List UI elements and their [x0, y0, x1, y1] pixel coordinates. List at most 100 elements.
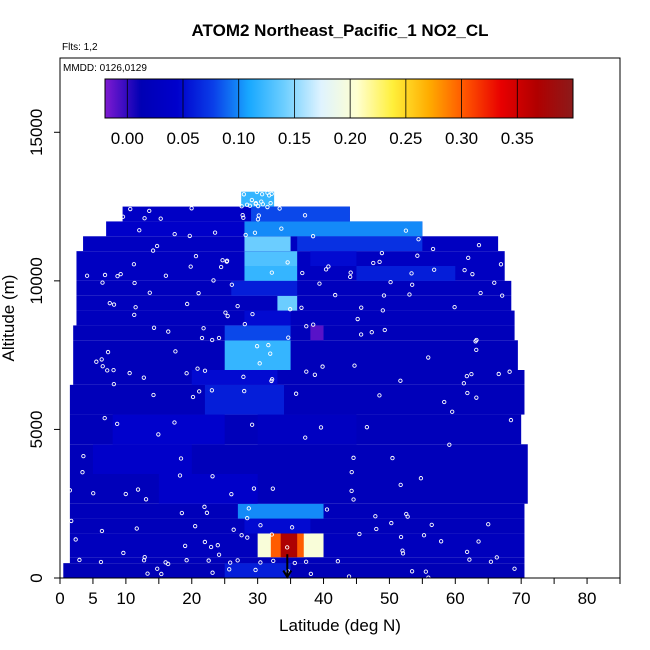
x-tick-label: 10 — [116, 589, 135, 608]
sample-point — [211, 278, 216, 283]
sample-point — [123, 491, 128, 497]
colorbar-tick-label: 0.30 — [445, 129, 478, 148]
sample-point — [398, 378, 403, 383]
sample-point — [478, 290, 483, 296]
sample-point — [229, 492, 234, 497]
sample-point — [464, 549, 470, 555]
sample-point — [177, 473, 183, 478]
sample-point — [265, 204, 270, 210]
sample-point — [492, 280, 497, 285]
sample-point — [195, 366, 200, 371]
sample-point — [250, 312, 255, 317]
sample-point — [324, 507, 330, 512]
sample-point — [461, 381, 467, 386]
sample-point — [141, 375, 146, 380]
x-tick-label: 60 — [446, 589, 465, 608]
sample-point — [500, 293, 505, 298]
sample-point — [154, 243, 160, 249]
sample-point — [259, 192, 265, 197]
sample-point — [254, 189, 260, 195]
sample-point — [277, 206, 282, 211]
sample-point — [216, 552, 222, 557]
sample-point — [209, 388, 215, 393]
y-tick-label: 5000 — [27, 411, 46, 449]
sample-point — [318, 425, 324, 430]
sample-point — [80, 470, 85, 475]
sample-point — [249, 197, 255, 203]
sample-point — [469, 371, 474, 377]
sample-point — [400, 548, 405, 553]
sample-point — [279, 226, 284, 231]
sample-point — [400, 551, 406, 556]
sample-point — [320, 364, 325, 369]
sample-point — [317, 281, 322, 286]
heatmap-row-11 — [73, 325, 515, 341]
sample-point — [473, 339, 478, 344]
sample-point — [442, 399, 447, 405]
colorbar-tick-label: 0.10 — [222, 129, 255, 148]
dates-label: MMDD: 0126,0129 — [63, 63, 147, 74]
sample-point — [254, 344, 260, 349]
sample-point — [351, 455, 356, 460]
sample-point — [374, 526, 379, 532]
sample-point — [102, 272, 108, 278]
sample-point — [172, 231, 177, 237]
sample-point — [465, 390, 470, 396]
sample-point — [355, 316, 360, 322]
sample-point — [429, 522, 434, 528]
heatmap-cell-3-0 — [244, 518, 311, 534]
heatmap-cell-18-0 — [244, 221, 423, 237]
sample-point — [373, 514, 378, 519]
sample-point — [197, 389, 202, 394]
sample-point — [184, 301, 190, 307]
sample-point — [121, 550, 126, 556]
sample-point — [228, 560, 233, 565]
sample-point — [359, 305, 364, 310]
sample-point — [474, 347, 479, 353]
chart-title: ATOM2 Northeast_Pacific_1 NO2_CL — [192, 21, 489, 40]
x-tick-label: 40 — [314, 589, 333, 608]
sample-point — [182, 543, 188, 549]
sample-point — [224, 259, 229, 264]
heatmap-cell-16-0 — [244, 251, 298, 266]
sample-point — [286, 335, 291, 340]
sample-point — [193, 253, 199, 259]
heatmap-cell-17-0 — [244, 236, 291, 252]
sample-point — [91, 491, 96, 496]
sample-point — [239, 204, 244, 209]
sample-point — [371, 260, 376, 266]
sample-point — [241, 192, 247, 197]
sample-point — [208, 544, 214, 550]
y-tick-label: 10000 — [27, 257, 46, 304]
x-tick-label: 70 — [512, 589, 531, 608]
sample-point — [323, 267, 329, 272]
x-tick-label: 30 — [248, 589, 267, 608]
sample-point — [220, 258, 225, 263]
sample-point — [163, 273, 169, 278]
sample-point — [133, 305, 138, 310]
colorbar-tick-label: 0.20 — [334, 129, 367, 148]
x-tick-label: 80 — [578, 589, 597, 608]
sample-point — [252, 230, 258, 235]
sample-point — [229, 282, 234, 287]
sample-point — [135, 487, 141, 492]
sample-point — [268, 201, 273, 206]
sample-point — [184, 371, 189, 376]
sample-point — [145, 571, 150, 576]
x-tick-label: 5 — [88, 589, 97, 608]
heatmap-cell-14-0 — [231, 280, 298, 296]
sample-point — [430, 246, 436, 252]
sample-point — [202, 504, 207, 509]
sample-point — [225, 313, 230, 319]
sample-point — [303, 435, 308, 440]
sample-point — [310, 234, 316, 239]
sample-point — [303, 559, 309, 564]
colorbar-tick-label: 0.05 — [166, 129, 199, 148]
sample-point — [179, 510, 185, 516]
sample-point — [467, 557, 472, 562]
sample-point — [159, 571, 164, 577]
sample-point — [115, 421, 120, 427]
sample-point — [380, 308, 385, 313]
sample-point — [244, 202, 250, 207]
